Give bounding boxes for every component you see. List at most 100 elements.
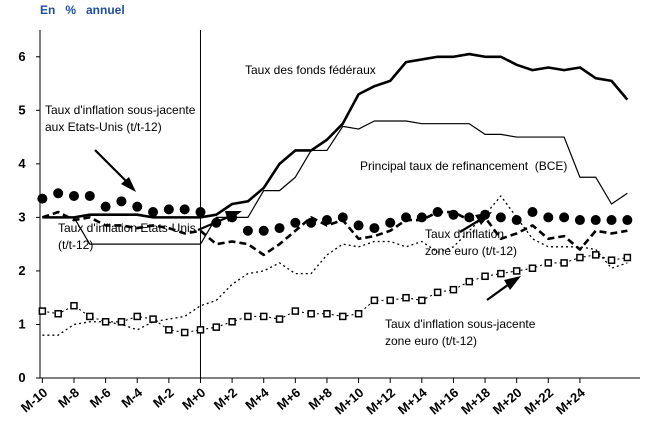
point bbox=[163, 204, 174, 215]
series-line bbox=[42, 52, 629, 219]
point bbox=[291, 307, 300, 315]
point bbox=[244, 312, 252, 321]
point bbox=[165, 326, 173, 334]
series-line bbox=[42, 195, 628, 336]
point bbox=[323, 310, 331, 318]
point bbox=[321, 215, 332, 226]
y-tick-label: 6 bbox=[18, 49, 25, 64]
arrow bbox=[94, 149, 131, 186]
point bbox=[116, 196, 127, 207]
point bbox=[337, 212, 348, 223]
point bbox=[117, 318, 126, 326]
x-tick-label: M-10 bbox=[18, 385, 50, 416]
point bbox=[84, 190, 95, 201]
point bbox=[385, 217, 396, 228]
series-line bbox=[42, 254, 628, 334]
x-tick-label: M-8 bbox=[55, 385, 82, 411]
point bbox=[590, 215, 601, 226]
point bbox=[307, 310, 315, 318]
point bbox=[591, 251, 600, 259]
point bbox=[433, 288, 442, 297]
point bbox=[576, 253, 584, 262]
point bbox=[560, 259, 568, 267]
point bbox=[544, 259, 553, 267]
x-tick-label: M+6 bbox=[274, 385, 303, 413]
point bbox=[54, 310, 62, 318]
series-label: Taux des fonds fédéraux bbox=[245, 63, 376, 77]
x-tick-label: M-6 bbox=[87, 385, 114, 411]
point bbox=[495, 212, 506, 223]
point bbox=[481, 272, 489, 281]
point bbox=[497, 269, 505, 278]
point bbox=[386, 296, 394, 305]
point bbox=[242, 225, 253, 236]
point bbox=[101, 318, 110, 326]
point bbox=[228, 318, 236, 326]
point bbox=[353, 220, 364, 231]
y-tick-label: 1 bbox=[18, 316, 25, 331]
point bbox=[132, 201, 143, 212]
y-tick-label: 5 bbox=[18, 102, 25, 117]
point bbox=[370, 296, 379, 305]
point bbox=[511, 215, 522, 226]
point bbox=[543, 212, 554, 223]
series-label: Taux d'inflation sous-jacente bbox=[385, 317, 536, 331]
point bbox=[527, 207, 538, 218]
point bbox=[195, 207, 206, 218]
y-tick-label: 0 bbox=[18, 370, 25, 385]
point bbox=[227, 212, 238, 223]
point bbox=[354, 310, 363, 318]
x-tick-label: M-4 bbox=[118, 384, 145, 410]
x-tick-label: M+12 bbox=[363, 385, 398, 418]
point bbox=[212, 323, 221, 331]
point bbox=[37, 193, 48, 204]
point bbox=[133, 312, 141, 321]
series-label: Taux d'inflation Etats-Unis bbox=[58, 221, 196, 235]
point bbox=[258, 225, 269, 236]
x-tick-label: M+16 bbox=[427, 385, 462, 418]
series-label: zone euro (t/t-12) bbox=[425, 244, 517, 258]
point bbox=[559, 212, 570, 223]
chart-title: En % annuel bbox=[40, 3, 125, 17]
point bbox=[100, 201, 111, 212]
x-tick-label: M-2 bbox=[150, 385, 177, 411]
arrowhead bbox=[121, 177, 136, 192]
series-label: Principal taux de refinancement (BCE) bbox=[360, 159, 567, 173]
arrowhead bbox=[504, 276, 521, 290]
point bbox=[622, 215, 633, 226]
x-tick-label: M+2 bbox=[211, 385, 240, 413]
series-line bbox=[41, 210, 628, 257]
point bbox=[369, 223, 380, 234]
series-line bbox=[42, 120, 628, 245]
x-tick-label: M+18 bbox=[458, 385, 493, 418]
series-label: Taux d'inflation bbox=[425, 227, 504, 241]
x-tick-label: M+20 bbox=[490, 385, 525, 418]
x-tick-label: M+4 bbox=[242, 384, 272, 412]
point bbox=[418, 296, 426, 305]
point bbox=[68, 190, 79, 201]
point bbox=[339, 312, 347, 321]
point bbox=[70, 301, 78, 310]
point bbox=[86, 312, 94, 321]
point bbox=[290, 217, 301, 228]
point bbox=[179, 204, 190, 215]
point bbox=[528, 264, 537, 272]
point bbox=[306, 217, 317, 228]
x-tick-label: M+8 bbox=[306, 385, 335, 413]
series-label: zone euro (t/t-12) bbox=[385, 334, 477, 348]
point bbox=[149, 315, 157, 323]
series-label: (t/t-12) bbox=[58, 238, 93, 252]
y-tick-label: 4 bbox=[18, 156, 26, 171]
point bbox=[574, 215, 585, 226]
point bbox=[274, 223, 285, 234]
point bbox=[211, 217, 222, 228]
point bbox=[196, 326, 205, 334]
point bbox=[148, 207, 159, 218]
y-tick-label: 2 bbox=[18, 263, 25, 278]
point bbox=[259, 312, 268, 321]
point bbox=[38, 307, 47, 315]
point bbox=[402, 293, 410, 302]
point bbox=[275, 315, 284, 323]
point bbox=[623, 253, 632, 262]
point bbox=[512, 267, 521, 275]
